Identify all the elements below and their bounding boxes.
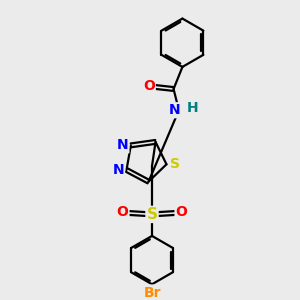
Text: O: O bbox=[176, 205, 188, 219]
Text: O: O bbox=[117, 205, 128, 219]
Text: N: N bbox=[117, 138, 128, 152]
Text: S: S bbox=[146, 207, 158, 222]
Text: N: N bbox=[169, 103, 180, 117]
Text: Br: Br bbox=[143, 286, 161, 299]
Text: N: N bbox=[112, 163, 124, 177]
Text: H: H bbox=[187, 101, 199, 116]
Text: S: S bbox=[170, 157, 180, 171]
Text: O: O bbox=[143, 79, 155, 93]
